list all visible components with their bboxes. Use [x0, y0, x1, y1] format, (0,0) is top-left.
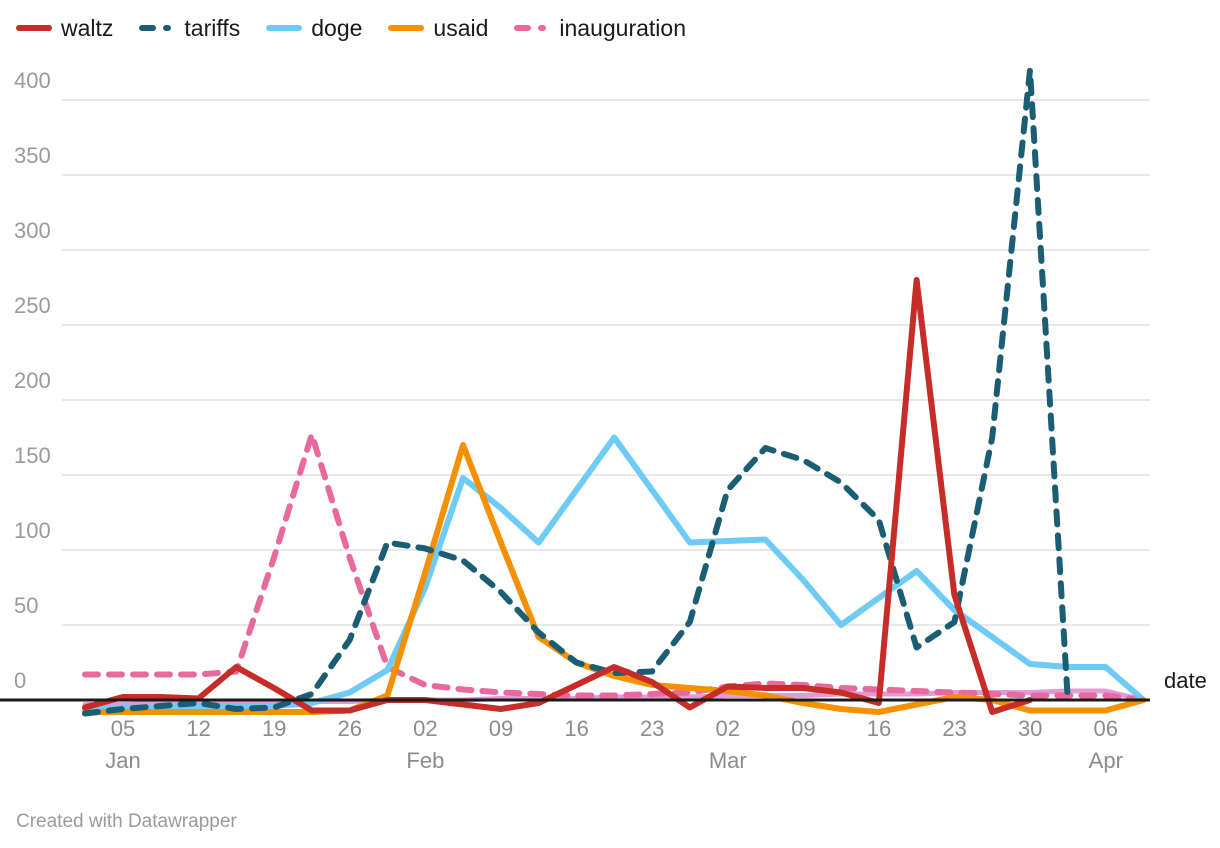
legend-label: waltz [61, 14, 114, 41]
x-axis-tick-label: 05 [110, 716, 136, 741]
legend-item-inauguration[interactable]: inauguration [514, 14, 686, 41]
chart-canvas [0, 67, 1150, 717]
y-axis-tick-label: 250 [14, 293, 51, 318]
x-axis-tick-label: 26 [337, 716, 363, 741]
series-line-inauguration [82, 431, 1147, 703]
x-axis-tick-label: 12 [186, 716, 211, 741]
y-axis-tick-label: 100 [14, 518, 51, 543]
x-axis-tick-label: 16 [564, 716, 589, 741]
y-axis-tick-label: 200 [14, 368, 51, 393]
legend-label: doge [311, 14, 363, 41]
legend-label: tariffs [184, 14, 241, 41]
series-lines [82, 67, 1147, 717]
x-axis-tick-label: 19 [261, 716, 287, 741]
legend-label: usaid [433, 14, 489, 41]
plot-area: 0 50 100 150 200 250 300 350 400 05 12 19 26 02 09 16 2… [0, 67, 1207, 773]
legend-swatch-inauguration-icon [514, 25, 550, 31]
x-axis-tick-label: 02 [715, 716, 741, 741]
x-axis-tick-label: 06 [1093, 716, 1119, 741]
datawrapper-credit: Created with Datawrapper [16, 811, 237, 832]
x-axis-month-label: Feb [406, 748, 445, 773]
x-axis-tick-label: 30 [1017, 716, 1043, 741]
legend-swatch-waltz-icon [16, 25, 52, 31]
chart-legend: waltz tariffs doge usaid inauguration [16, 14, 686, 42]
series-line-usaid [82, 442, 1147, 715]
x-axis-tick-label: 02 [413, 716, 438, 741]
x-axis-tick-label: 23 [639, 716, 665, 741]
legend-item-tariffs[interactable]: tariffs [139, 14, 241, 41]
legend-swatch-tariffs-icon [139, 25, 175, 31]
y-axis-tick-label: 400 [14, 68, 51, 93]
legend-item-waltz[interactable]: waltz [16, 14, 114, 41]
x-axis-month-label: Jan [105, 748, 141, 773]
x-axis-tick-label: 23 [942, 716, 967, 741]
x-axis-month-label: Apr [1088, 748, 1123, 773]
x-axis-tick-label: 09 [791, 716, 816, 741]
y-axis-tick-label: 350 [14, 143, 51, 168]
x-axis-month-label: Mar [708, 748, 747, 773]
series-line-tariffs [82, 67, 1071, 717]
legend-swatch-usaid-icon [388, 25, 425, 31]
legend-swatch-doge-icon [266, 25, 303, 31]
legend-item-doge[interactable]: doge [266, 14, 363, 41]
y-axis-tick-label: 0 [14, 668, 27, 693]
x-axis-title: date [1164, 668, 1207, 693]
y-axis-tick-label: 300 [14, 218, 51, 243]
legend-label: inauguration [559, 14, 686, 41]
x-axis-tick-label: 09 [488, 716, 514, 741]
gridlines [62, 99, 1150, 626]
legend-item-usaid[interactable]: usaid [388, 14, 489, 41]
x-axis-tick-label: 16 [866, 716, 892, 741]
y-axis-tick-label: 150 [14, 443, 51, 468]
y-axis-tick-label: 50 [14, 593, 39, 618]
